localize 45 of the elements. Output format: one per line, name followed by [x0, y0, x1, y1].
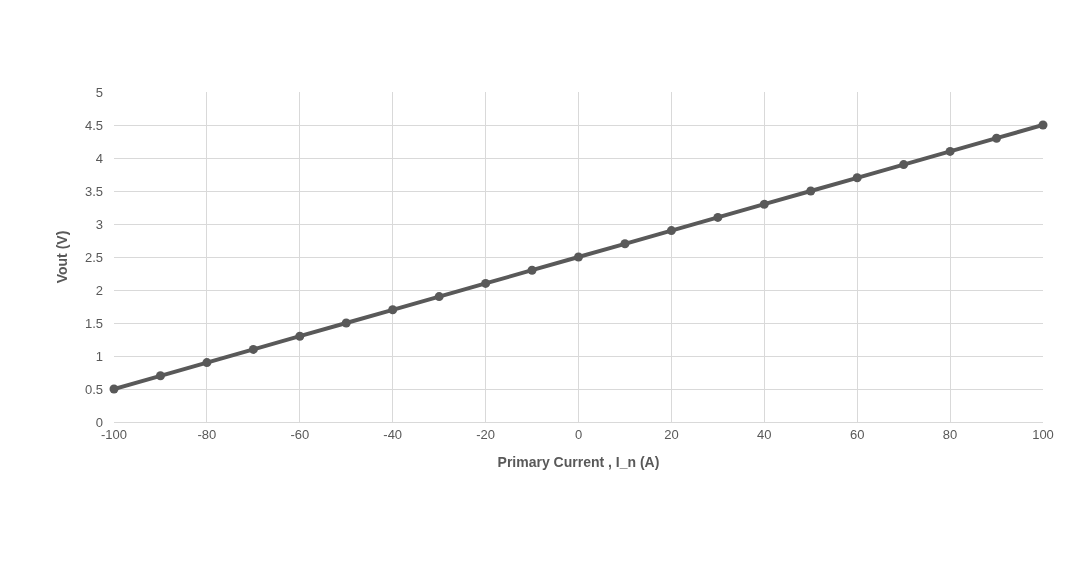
- point: [248, 344, 258, 354]
- point: [109, 384, 119, 394]
- point: [713, 212, 723, 222]
- y-tick-label: 0.5: [84, 381, 103, 397]
- y-tick-label: 5: [95, 84, 103, 100]
- y-tick-label: 4: [95, 150, 103, 166]
- point: [527, 265, 537, 275]
- x-tick-label: 100: [1032, 426, 1054, 442]
- y-tick-label: 2: [95, 282, 103, 298]
- x-tick-label: -60: [290, 426, 310, 442]
- point: [388, 305, 398, 315]
- y-tick-label: 3.5: [84, 183, 103, 199]
- point: [852, 173, 862, 183]
- point: [295, 331, 305, 341]
- point: [434, 292, 444, 302]
- y-tick-label: 1: [95, 348, 103, 364]
- x-tick-label: 0: [574, 426, 583, 442]
- point: [155, 371, 165, 381]
- x-tick-label: -20: [476, 426, 495, 442]
- point: [341, 318, 351, 328]
- point: [620, 239, 630, 249]
- x-tick-label: 20: [664, 426, 679, 442]
- y-axis-title: Vout (V): [53, 230, 70, 284]
- x-tick-label: -100: [100, 426, 128, 442]
- y-tick-label: 1.5: [84, 315, 103, 331]
- point: [899, 160, 909, 170]
- y-tick-label: 0: [95, 414, 103, 430]
- x-tick-label: 40: [757, 426, 772, 442]
- point: [759, 199, 769, 209]
- point: [945, 146, 955, 156]
- point: [574, 252, 583, 262]
- y-tick-label: 2.5: [84, 249, 103, 265]
- x-axis-title: Primary Current , I_n (A): [497, 453, 660, 470]
- point: [806, 186, 816, 196]
- point: [202, 358, 212, 368]
- y-tick-label: 4.5: [84, 117, 103, 133]
- point: [992, 133, 1002, 143]
- x-tick-label: -40: [383, 426, 403, 442]
- point: [1038, 120, 1048, 130]
- x-tick-label: 80: [942, 426, 958, 442]
- point: [666, 226, 676, 236]
- x-tick-label: -80: [197, 426, 217, 442]
- y-tick-label: 3: [95, 216, 103, 232]
- x-tick-label: 60: [849, 426, 865, 442]
- point: [481, 278, 491, 288]
